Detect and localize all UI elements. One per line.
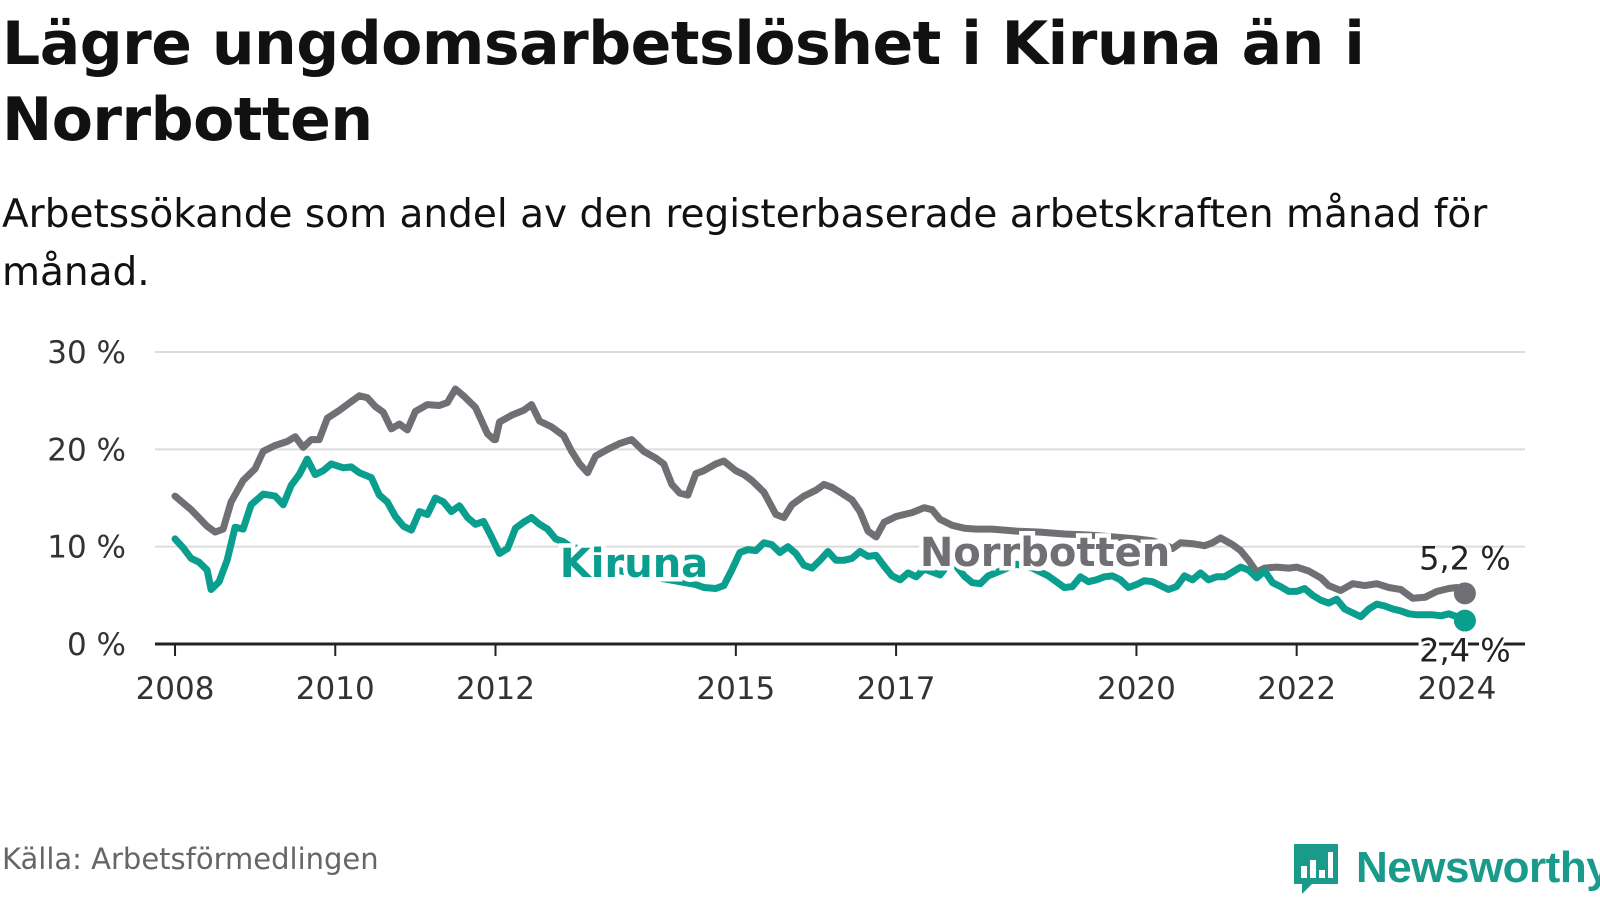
series-labels: 5,2 % 2,4 % Norrbotten Kiruna [555,526,1513,673]
y-axis-ticks: 0 % 10 % 20 % 30 % [47,335,126,663]
series-line-norrbotten [171,385,1469,602]
x-tick-label: 2012 [456,671,535,707]
newsworthy-chart-bubble-icon [1294,844,1338,894]
end-point-norrbotten [1453,582,1476,605]
y-tick-label: 20 % [47,432,126,468]
y-tick-label: 10 % [47,530,126,566]
x-tick-label: 2008 [136,671,215,707]
x-tick-label: 2010 [296,671,375,707]
brand-logo[interactable]: Newsworthy [1290,840,1600,896]
line-chart: 0 % 10 % 20 % 30 % 2008 2010 2012 2015 2017 2020… [47,335,1525,707]
x-axis-ticks: 2008 2010 2012 2015 2017 2020 2022 2024 [136,644,1496,707]
y-tick-label: 30 % [47,335,126,371]
x-tick-label: 2017 [857,671,936,707]
series-label-norrbotten: Norrbotten [920,530,1170,576]
series-line-kiruna [171,455,1469,625]
x-tick-label: 2015 [696,671,775,707]
end-label-kiruna: 2,4 % [1419,632,1510,670]
end-label-norrbotten: 5,2 % [1419,539,1510,577]
source-note: Källa: Arbetsförmedlingen [2,842,379,876]
x-tick-label: 2020 [1097,671,1176,707]
series-lines [171,385,1476,632]
chart-title: Lägre ungdomsarbetslöshet i Kiruna än i … [2,9,1365,155]
chart-subtitle: Arbetssökande som andel av den registerb… [2,192,1488,295]
brand-name: Newsworthy [1356,843,1600,892]
series-label-kiruna: Kiruna [560,541,708,587]
end-point-kiruna [1453,609,1476,632]
x-tick-label: 2022 [1257,671,1336,707]
y-tick-label: 0 % [67,627,126,663]
x-tick-label: 2024 [1417,671,1496,707]
